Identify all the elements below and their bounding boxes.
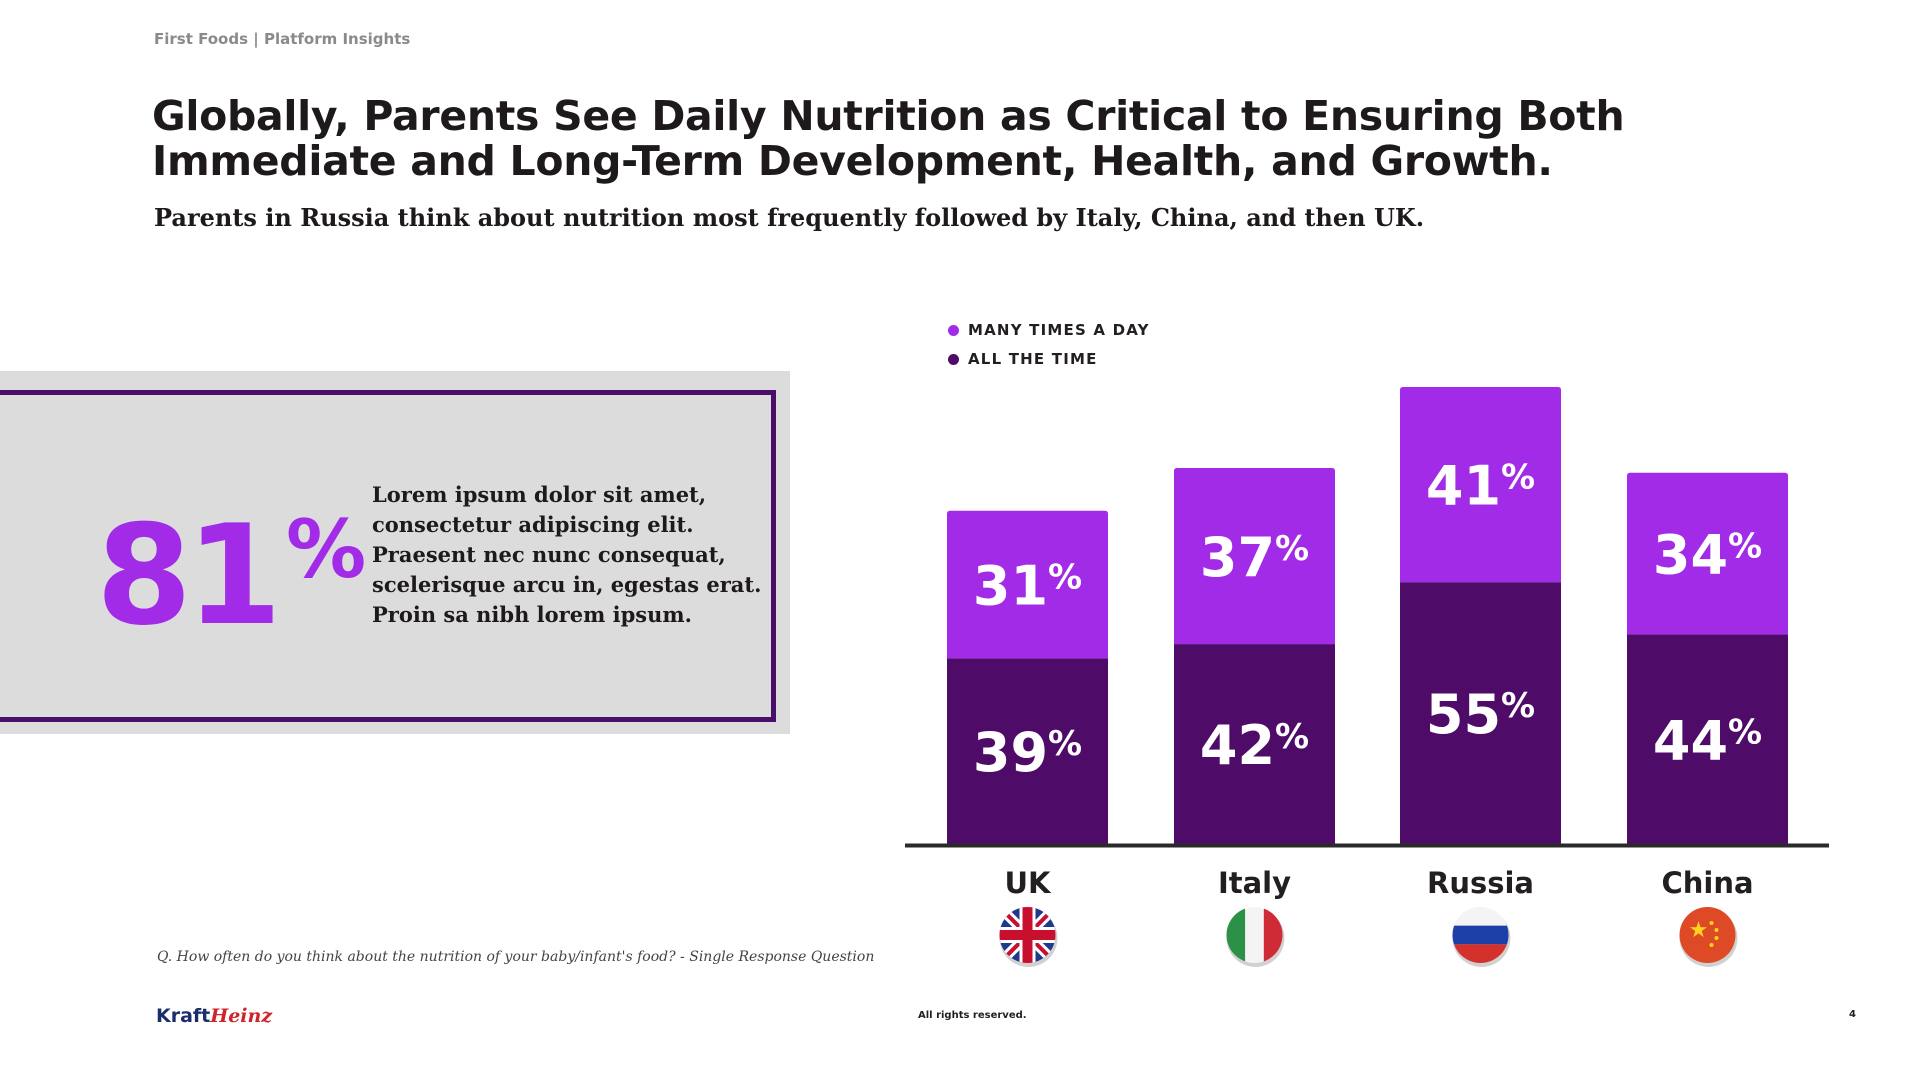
big-stat: 81% bbox=[96, 470, 366, 656]
svg-text:★: ★ bbox=[1689, 918, 1709, 943]
bar-value-label: 39% bbox=[973, 721, 1082, 784]
bar-value-label: 31% bbox=[973, 555, 1082, 618]
russia-flag-icon bbox=[1452, 907, 1509, 963]
stat-panel bbox=[0, 371, 790, 734]
survey-question-footnote: Q. How often do you think about the nutr… bbox=[157, 949, 875, 965]
stat-frame bbox=[0, 390, 776, 722]
logo-heinz: Heinz bbox=[210, 1005, 273, 1027]
brand-header: First Foods | Platform Insights bbox=[154, 30, 411, 48]
bar-segment bbox=[1174, 644, 1335, 844]
legend-dot-icon bbox=[948, 324, 959, 336]
bar-segment bbox=[1400, 387, 1561, 583]
bar-value-label: 37% bbox=[1200, 526, 1309, 589]
category-label: Italy bbox=[1218, 866, 1291, 900]
big-stat-number: 81 bbox=[96, 495, 282, 656]
legend-label: MANY TIMES A DAY bbox=[968, 321, 1150, 339]
bar-segment bbox=[1627, 472, 1788, 635]
italy-flag-icon bbox=[1226, 907, 1283, 963]
legend-item-many-times: MANY TIMES A DAY bbox=[948, 321, 1150, 339]
rights-notice: All rights reserved. bbox=[918, 1010, 1027, 1021]
bar-value-label: 55% bbox=[1426, 683, 1535, 746]
bar-segment bbox=[947, 658, 1108, 844]
page-number: 4 bbox=[1849, 1009, 1856, 1020]
bar-value-label: 42% bbox=[1200, 714, 1309, 777]
bar-value-label: 44% bbox=[1653, 709, 1762, 772]
category-label: China bbox=[1661, 866, 1753, 900]
kraft-heinz-logo: KraftHeinz bbox=[156, 1005, 272, 1027]
uk-flag-icon bbox=[999, 907, 1056, 963]
category-label: UK bbox=[1004, 866, 1052, 900]
logo-kraft: Kraft bbox=[156, 1005, 211, 1027]
legend-item-all-the-time: ALL THE TIME bbox=[948, 350, 1098, 368]
bar-segment bbox=[1400, 582, 1561, 844]
legend-label: ALL THE TIME bbox=[968, 350, 1098, 368]
bar-value-label: 34% bbox=[1653, 524, 1762, 587]
page-subtitle: Parents in Russia think about nutrition … bbox=[154, 203, 1425, 232]
china-flag-icon: ★ bbox=[1679, 907, 1736, 963]
bar-segment bbox=[1627, 634, 1788, 844]
page-title: Globally, Parents See Daily Nutrition as… bbox=[152, 92, 1625, 185]
bar-value-label: 41% bbox=[1426, 455, 1535, 518]
legend-dot-icon bbox=[948, 353, 959, 365]
stat-description: Lorem ipsum dolor sit amet, consectetur … bbox=[372, 482, 762, 627]
category-label: Russia bbox=[1427, 866, 1534, 900]
big-stat-unit: % bbox=[286, 503, 367, 596]
bar-segment bbox=[1174, 467, 1335, 645]
bar-segment bbox=[947, 510, 1108, 659]
